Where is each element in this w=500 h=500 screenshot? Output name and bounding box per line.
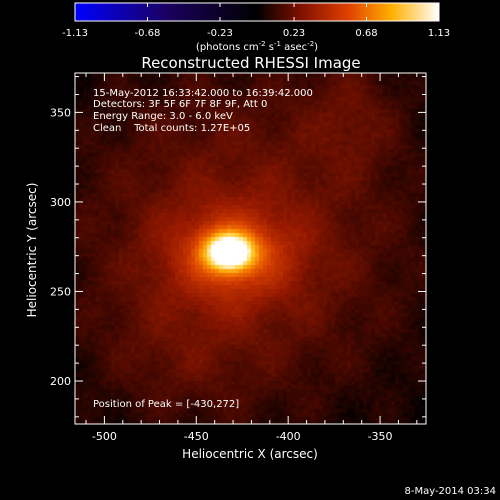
x-tick-label: -450 <box>184 430 209 443</box>
colorbar-units: (photons cm-2 s-1 asec-2) <box>196 40 318 53</box>
x-axis-ticks: -500 -450 -400 -350 <box>85 73 418 443</box>
colorbar-tick-label: -0.68 <box>135 28 161 39</box>
heatmap-image <box>75 73 426 424</box>
y-tick-label: 300 <box>50 196 71 209</box>
y-tick-label: 250 <box>50 285 71 298</box>
colorbar-tick-label: -0.23 <box>207 28 233 39</box>
colorbar-gradient <box>74 2 440 22</box>
colorbar-ticks: -1.13 -0.68 -0.23 0.23 0.68 1.13 <box>62 3 450 39</box>
info-detectors: Detectors: 3F 5F 6F 7F 8F 9F, Att 0 <box>93 99 267 110</box>
info-clean-counts: Clean Total counts: 1.27E+05 <box>93 123 250 134</box>
info-energy-range: Energy Range: 3.0 - 6.0 keV <box>93 111 233 122</box>
chart-title: Reconstructed RHESSI Image <box>141 54 360 72</box>
colorbar-tick-label: 0.23 <box>283 28 305 39</box>
y-tick-label: 350 <box>50 106 71 119</box>
x-axis-label: Heliocentric X (arcsec) <box>182 447 318 461</box>
y-axis-label: Heliocentric Y (arcsec) <box>25 183 39 318</box>
info-time-range: 15-May-2012 16:33:42.000 to 16:39:42.000 <box>93 88 313 99</box>
y-tick-label: 200 <box>50 375 71 388</box>
peak-position-label: Position of Peak = [-430,272] <box>93 399 239 410</box>
x-tick-label: -500 <box>92 430 117 443</box>
footer-date: 8-May-2014 03:34 <box>404 486 496 497</box>
plot-frame <box>74 72 427 425</box>
colorbar-tick-label: 1.13 <box>428 28 450 39</box>
info-block: 15-May-2012 16:33:42.000 to 16:39:42.000… <box>93 88 313 410</box>
x-tick-label: -350 <box>368 430 393 443</box>
colorbar: -1.13 -0.68 -0.23 0.23 0.68 1.13 (photons cm-… <box>62 2 450 53</box>
plot-area: -500 -450 -400 -350 200 250 300 350 <box>50 72 427 443</box>
colorbar-tick-label: 0.68 <box>355 28 377 39</box>
y-axis-ticks: 200 250 300 350 <box>50 76 426 418</box>
x-tick-label: -400 <box>276 430 301 443</box>
colorbar-tick-label: -1.13 <box>62 28 88 39</box>
